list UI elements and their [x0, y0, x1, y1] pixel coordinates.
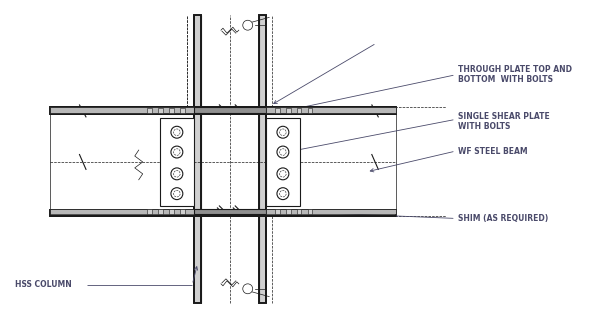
Bar — [49, 107, 194, 113]
Bar — [286, 209, 290, 214]
Circle shape — [171, 126, 183, 138]
Bar — [49, 107, 397, 114]
Bar — [158, 108, 163, 113]
Bar — [258, 15, 266, 303]
Bar — [194, 208, 266, 214]
Bar — [308, 108, 313, 113]
Circle shape — [243, 284, 252, 294]
Bar — [169, 209, 174, 214]
Bar — [180, 209, 185, 214]
Circle shape — [171, 146, 183, 158]
Bar — [158, 209, 163, 214]
Bar — [180, 108, 185, 113]
Text: WF STEEL BEAM: WF STEEL BEAM — [458, 147, 528, 155]
Bar — [194, 15, 201, 303]
Bar — [147, 108, 152, 113]
Bar — [266, 118, 300, 206]
Bar — [275, 209, 279, 214]
Bar — [49, 209, 397, 216]
Bar — [297, 108, 302, 113]
Text: HSS COLUMN: HSS COLUMN — [15, 280, 72, 289]
Circle shape — [243, 20, 252, 30]
Bar — [169, 108, 174, 113]
Text: THROUGH PLATE TOP AND
BOTTOM  WITH BOLTS: THROUGH PLATE TOP AND BOTTOM WITH BOLTS — [458, 65, 572, 84]
Bar — [275, 108, 279, 113]
Bar — [266, 208, 397, 214]
Circle shape — [277, 188, 289, 200]
Circle shape — [277, 168, 289, 180]
Bar — [266, 107, 397, 113]
Circle shape — [277, 146, 289, 158]
Bar — [286, 108, 290, 113]
Text: SINGLE SHEAR PLATE
WITH BOLTS: SINGLE SHEAR PLATE WITH BOLTS — [458, 112, 549, 131]
Text: SHIM (AS REQUIRED): SHIM (AS REQUIRED) — [458, 214, 548, 223]
Circle shape — [171, 188, 183, 200]
Bar — [308, 209, 313, 214]
Bar — [194, 107, 266, 113]
Circle shape — [277, 126, 289, 138]
Bar — [159, 118, 194, 206]
Bar — [49, 208, 194, 214]
Bar — [297, 209, 302, 214]
Bar — [147, 209, 152, 214]
Circle shape — [171, 168, 183, 180]
